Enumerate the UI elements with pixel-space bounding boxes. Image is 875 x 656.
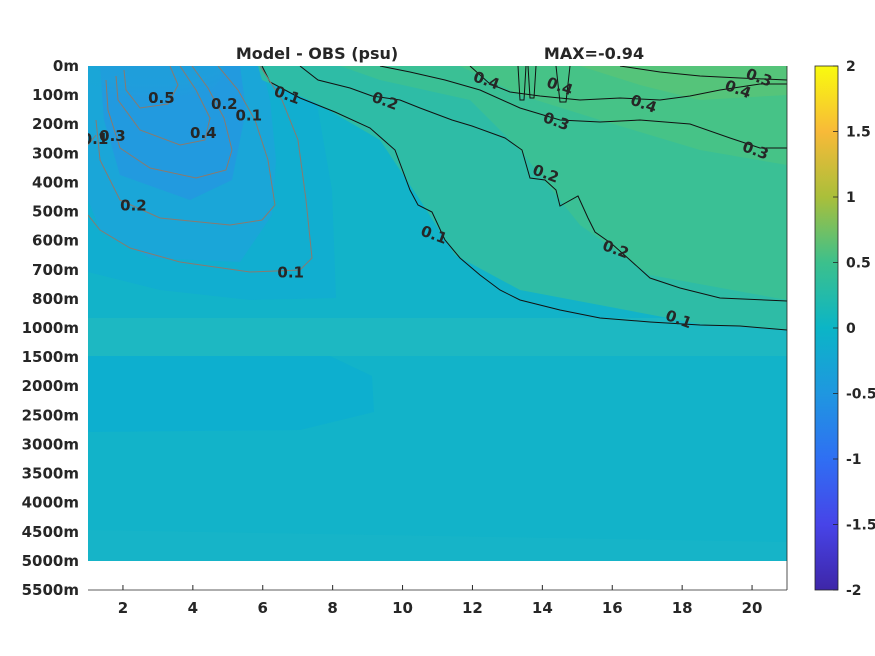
contour-pos-0.2 <box>299 66 787 302</box>
contour-pos-0.1 <box>261 66 787 331</box>
x-tick-label: 12 <box>462 599 483 617</box>
y-tick-label: 4000m <box>22 494 79 512</box>
colorbar-tick-label: 2 <box>846 59 856 75</box>
contour-neg-0.5 <box>123 66 179 109</box>
y-tick-label: 1000m <box>22 319 79 337</box>
colorbar-tick-label: 1.5 <box>846 125 871 141</box>
negative-contour-label: 0.2 <box>120 197 147 215</box>
colorbar-ticks: 2 1.5 1 0.5 0 -0.5 -1 -1.5 -2 <box>833 59 875 599</box>
y-tick-label: 400m <box>32 173 79 191</box>
field-lobe-2000m <box>88 356 374 432</box>
y-tick-label: 2500m <box>22 406 79 424</box>
x-tick-label: 2 <box>118 599 128 617</box>
x-tick-label: 10 <box>392 599 413 617</box>
negative-contour-label: 0.1 <box>235 106 262 124</box>
x-tick-label: 20 <box>742 599 763 617</box>
negative-contour-label: 0.1 <box>277 264 304 282</box>
negative-contours <box>88 66 313 273</box>
y-axis: 0m 100m 200m 300m 400m 500m 600m 700m 800m 1000m 1… <box>22 57 79 599</box>
x-tick-label: 14 <box>532 599 553 617</box>
y-tick-label: 0m <box>53 57 79 75</box>
y-tick-label: 100m <box>32 86 79 104</box>
colorbar-tick-label: 1 <box>846 190 856 206</box>
x-axis: 2 4 6 8 10 12 14 16 18 20 <box>88 66 788 617</box>
contour-neg-0.4 <box>115 66 211 146</box>
y-tick-label: 300m <box>32 144 79 162</box>
field-positive-top <box>580 66 787 100</box>
field-negative-blob <box>88 66 224 108</box>
positive-contours <box>261 66 787 331</box>
colorbar-tick-label: 0.5 <box>846 256 871 272</box>
negative-contour-label: 0.3 <box>99 127 126 145</box>
y-tick-label: 600m <box>32 232 79 250</box>
x-tick-label: 6 <box>258 599 268 617</box>
colorbar: 2 1.5 1 0.5 0 -0.5 -1 -1.5 -2 <box>814 59 875 599</box>
negative-contour-label: 0.2 <box>211 95 238 113</box>
y-tick-label: 3500m <box>22 465 79 483</box>
x-tick-label: 16 <box>602 599 623 617</box>
y-tick-label: 700m <box>32 261 79 279</box>
contour-neg-0.3 <box>105 66 233 179</box>
colorbar-tick-label: -2 <box>846 583 862 599</box>
y-tick-label: 800m <box>32 290 79 308</box>
y-tick-label: 5000m <box>22 552 79 570</box>
colorbar-tick-label: 0 <box>846 321 856 337</box>
field-band-bottom <box>88 530 787 561</box>
negative-contour-label: 0.5 <box>148 89 175 107</box>
contour-neg-0.2 <box>95 66 276 226</box>
negative-contour-label: 0.4 <box>190 124 217 142</box>
x-tick-label: 18 <box>672 599 693 617</box>
contour-pos-0.4 <box>469 66 787 101</box>
y-tick-label: 2000m <box>22 377 79 395</box>
colorbar-tick-label: -1.5 <box>846 518 875 534</box>
chart-title-left: Model - OBS (psu) <box>236 44 398 63</box>
y-tick-label: 4500m <box>22 523 79 541</box>
contour-neg-0.1 <box>88 66 313 273</box>
colorbar-tick-label: -0.5 <box>846 387 875 403</box>
y-tick-label: 500m <box>32 203 79 221</box>
y-tick-label: 1500m <box>22 348 79 366</box>
heatmap-field: 0.1 0.20.4 0.40.40.40.30.30.30.20.20.10.10… <box>82 66 787 561</box>
x-tick-label: 4 <box>188 599 198 617</box>
chart-title-right: MAX=-0.94 <box>544 44 644 63</box>
contour-pos-0.3-top <box>619 66 787 81</box>
field-band-1000m <box>88 318 787 356</box>
contour-pos-0.4-spike <box>517 66 571 103</box>
contour-pos-0.3 <box>379 66 787 149</box>
colorbar-tick-label: -1 <box>846 452 862 468</box>
y-tick-label: 3000m <box>22 435 79 453</box>
y-tick-label: 200m <box>32 115 79 133</box>
x-tick-label: 8 <box>327 599 337 617</box>
negative-contour-label: 0.1 <box>82 130 109 148</box>
y-tick-label: 5500m <box>22 581 79 599</box>
